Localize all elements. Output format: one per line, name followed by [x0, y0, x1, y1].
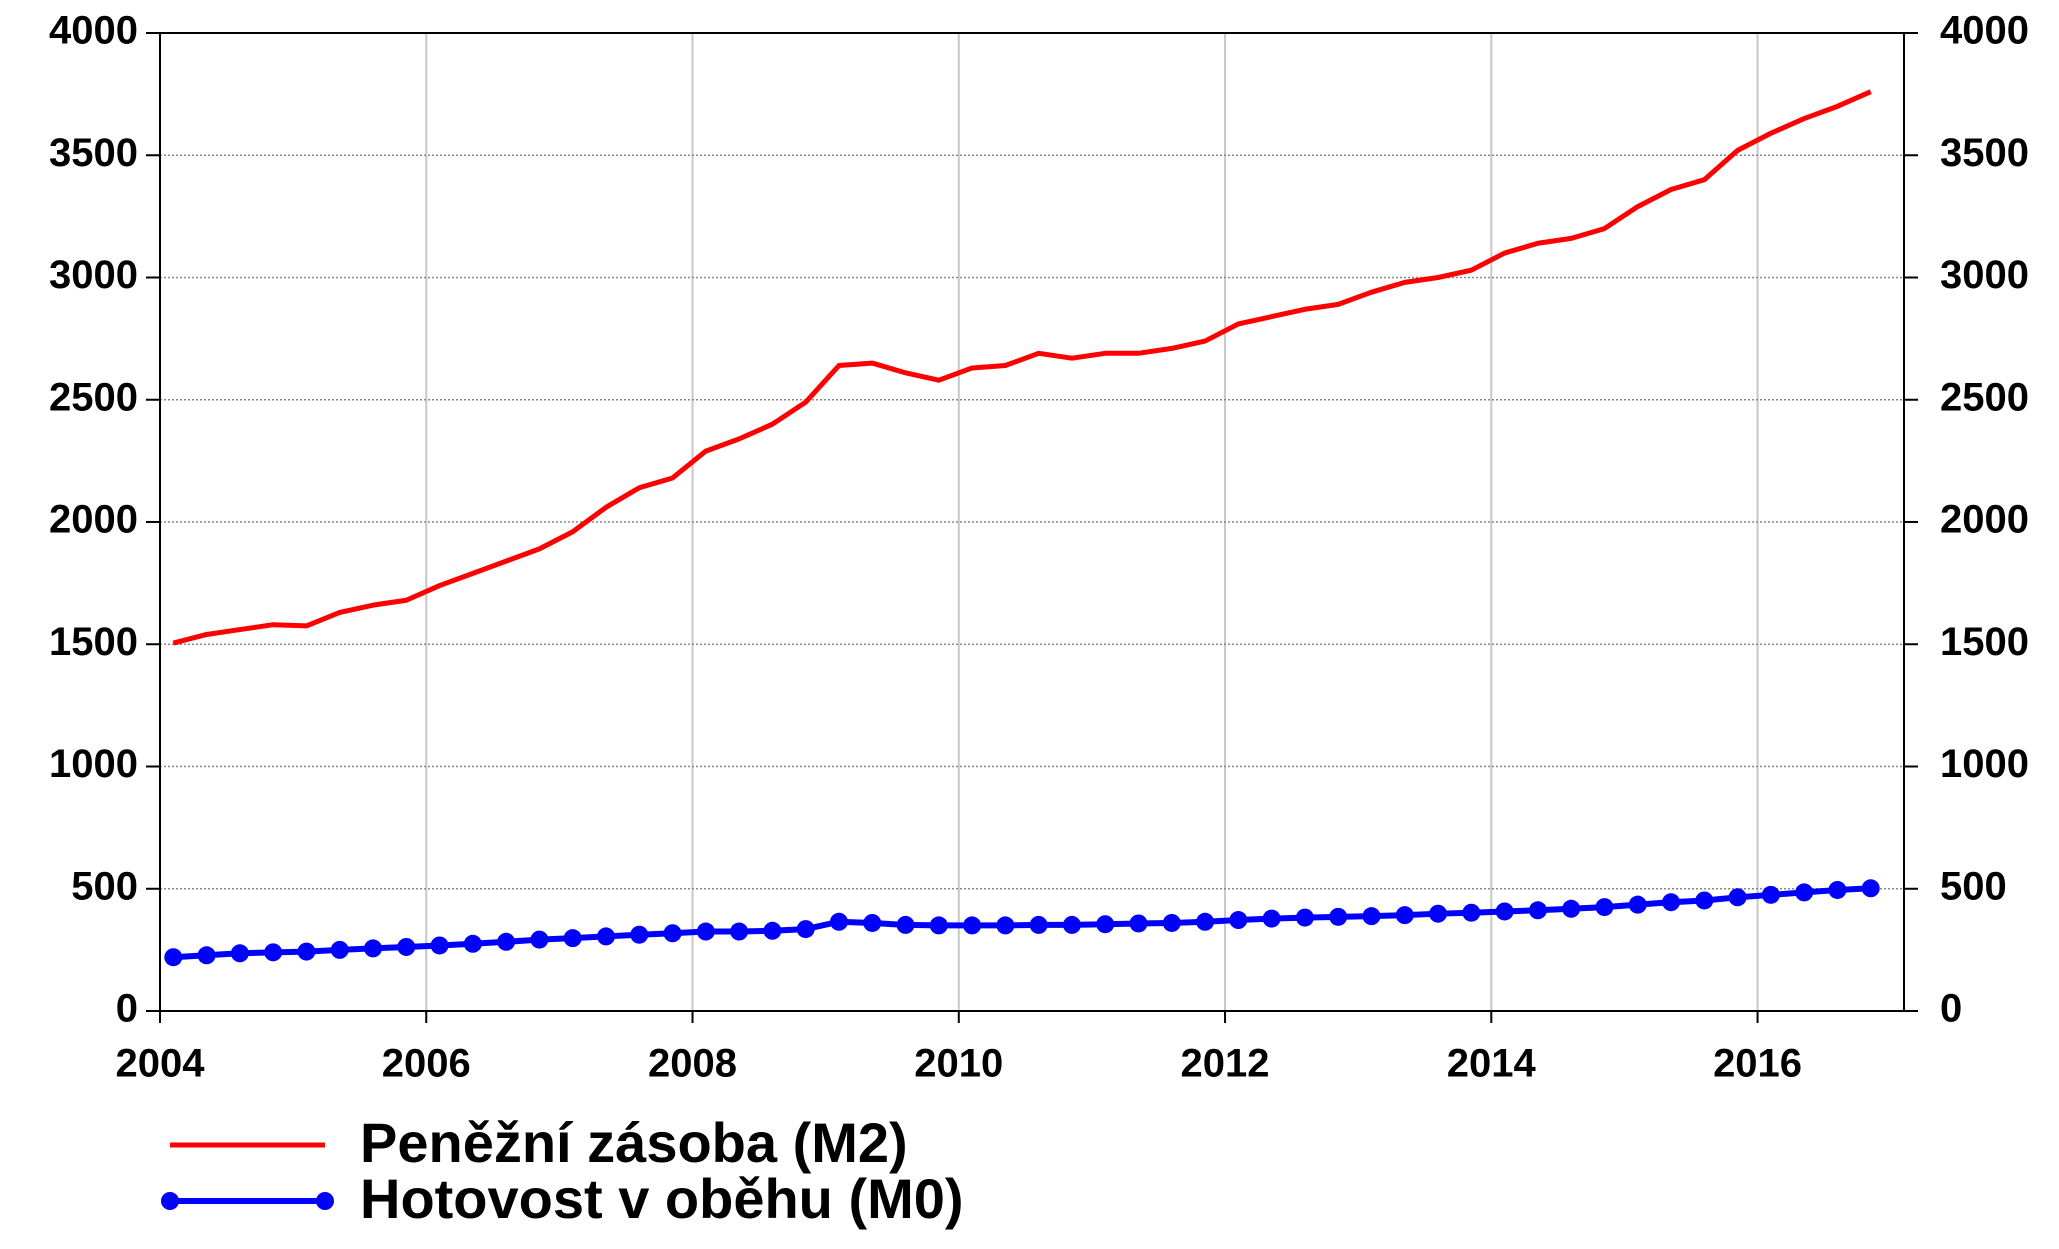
- x-tick-label: 2008: [648, 1042, 737, 1086]
- series-marker: [463, 934, 482, 953]
- y-tick-label: 2000: [49, 498, 138, 542]
- series-marker: [1196, 912, 1215, 931]
- series-marker: [596, 927, 615, 946]
- series-marker: [1528, 901, 1547, 920]
- series-marker: [1229, 911, 1248, 930]
- series-marker: [164, 948, 183, 967]
- series-marker: [397, 937, 416, 956]
- legend-marker: [316, 1192, 334, 1210]
- series-marker: [1861, 879, 1880, 898]
- series-marker: [696, 922, 715, 941]
- series-marker: [297, 942, 316, 961]
- x-tick-label: 2006: [382, 1042, 471, 1086]
- series-marker: [1628, 895, 1647, 914]
- series-marker: [896, 915, 915, 934]
- series-marker: [996, 916, 1015, 935]
- x-tick-label: 2014: [1447, 1042, 1537, 1086]
- x-tick-label: 2010: [914, 1042, 1003, 1086]
- series-marker: [1495, 902, 1514, 921]
- y-tick-label: 4000: [49, 9, 138, 53]
- series-marker: [1595, 898, 1614, 917]
- y-tick-label: 2500: [49, 375, 138, 419]
- series-marker: [1562, 899, 1581, 918]
- series-marker: [630, 925, 649, 944]
- series-marker: [663, 924, 682, 943]
- y2-tick-label: 2000: [1940, 498, 2029, 542]
- plot-frame: [159, 32, 1905, 1012]
- y2-tick-label: 500: [1940, 864, 2007, 908]
- series-marker: [1462, 903, 1481, 922]
- series-line: [172, 89, 1872, 646]
- y-tick-label: 0: [116, 987, 138, 1031]
- series-marker: [264, 943, 283, 962]
- series-marker: [330, 940, 349, 959]
- y2-tick-label: 1000: [1940, 742, 2029, 786]
- series-marker: [963, 916, 982, 935]
- series-marker: [730, 922, 749, 941]
- series-marker: [197, 946, 216, 965]
- series-marker: [1362, 907, 1381, 926]
- series-marker: [1828, 880, 1847, 899]
- x-tick-label: 2004: [116, 1042, 206, 1086]
- series-marker: [1728, 888, 1747, 907]
- legend-label: Peněžní zásoba (M2): [360, 1111, 908, 1174]
- series-marker: [430, 936, 449, 955]
- series-marker: [1395, 906, 1414, 925]
- series-marker: [497, 932, 516, 951]
- series-marker: [1662, 893, 1681, 912]
- series-marker: [863, 913, 882, 932]
- series-marker: [1761, 885, 1780, 904]
- series-marker: [1062, 915, 1081, 934]
- series-marker: [1162, 913, 1181, 932]
- series-marker: [796, 920, 815, 939]
- series-marker: [1262, 909, 1281, 928]
- series-marker: [929, 916, 948, 935]
- y2-tick-label: 4000: [1940, 9, 2029, 53]
- series-marker: [1096, 915, 1115, 934]
- series-marker: [763, 921, 782, 940]
- y-tick-label: 3500: [49, 131, 138, 175]
- series-marker: [1295, 908, 1314, 927]
- y-tick-label: 1000: [49, 742, 138, 786]
- x-tick-label: 2016: [1713, 1042, 1802, 1086]
- y2-tick-label: 3000: [1940, 253, 2029, 297]
- y-tick-label: 1500: [49, 620, 138, 664]
- series-marker: [1329, 907, 1348, 926]
- series-marker: [1029, 915, 1048, 934]
- series-marker: [230, 944, 249, 963]
- series-marker: [1429, 904, 1448, 923]
- y2-tick-label: 1500: [1940, 620, 2029, 664]
- series-marker: [829, 912, 848, 931]
- x-tick-label: 2012: [1181, 1042, 1270, 1086]
- legend-label: Hotovost v oběhu (M0): [360, 1167, 964, 1230]
- legend-marker: [161, 1192, 179, 1210]
- series-marker: [1795, 883, 1814, 902]
- series-marker: [1129, 914, 1148, 933]
- series-line: [173, 885, 1871, 961]
- y-tick-label: 3000: [49, 253, 138, 297]
- y-tick-label: 500: [71, 864, 138, 908]
- y2-tick-label: 2500: [1940, 375, 2029, 419]
- y2-tick-label: 0: [1940, 987, 1962, 1031]
- series-marker: [1695, 891, 1714, 910]
- y2-tick-label: 3500: [1940, 131, 2029, 175]
- series-marker: [563, 929, 582, 948]
- series-marker: [530, 930, 549, 949]
- series-marker: [364, 939, 383, 958]
